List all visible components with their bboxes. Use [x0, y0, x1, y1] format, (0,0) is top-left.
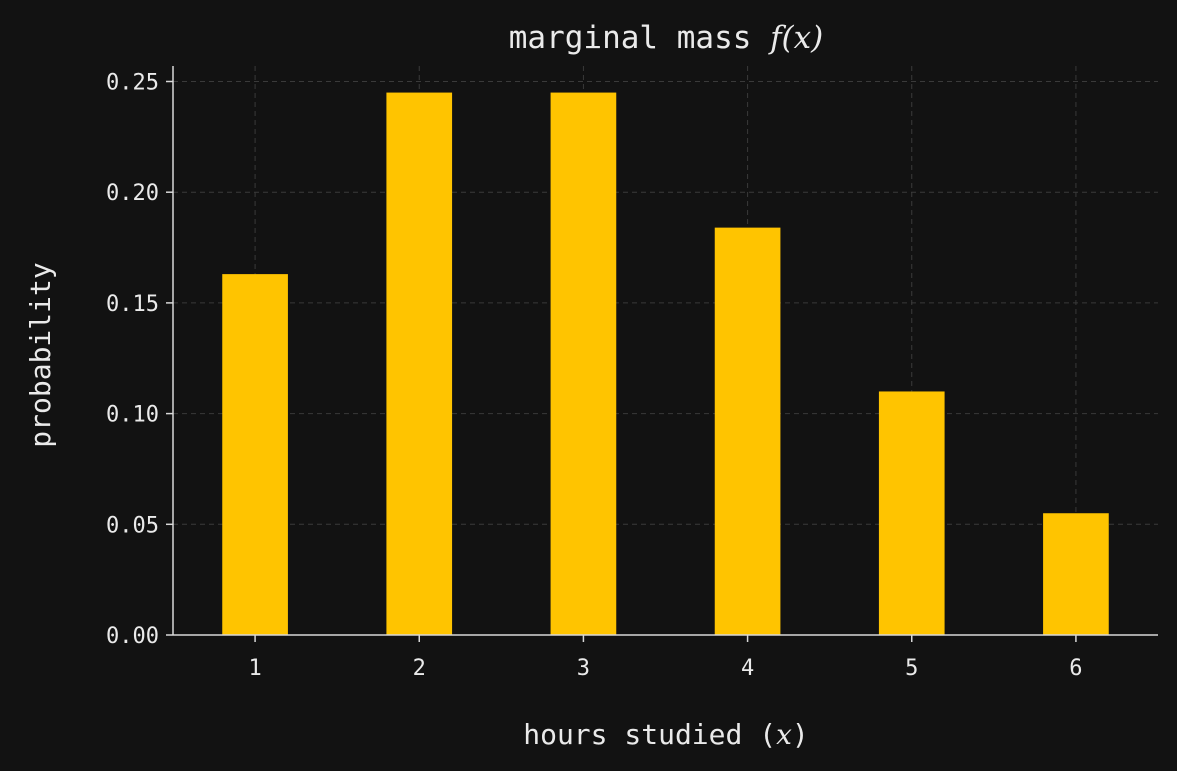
- bar: [550, 92, 617, 635]
- bar: [714, 227, 781, 636]
- chart-title: marginal mass f(x): [509, 20, 823, 56]
- bars: [222, 92, 1109, 636]
- y-axis-label: probability: [24, 262, 57, 447]
- bar: [386, 92, 453, 635]
- x-tick-label: 4: [741, 656, 754, 681]
- x-tick-label: 6: [1069, 656, 1082, 681]
- x-axis-label-math: x: [776, 718, 792, 751]
- y-tick-label: 0.25: [106, 70, 159, 95]
- chart-title-text: marginal mass: [509, 20, 770, 56]
- x-tick-label: 2: [413, 656, 426, 681]
- chart-title-math: f(x): [768, 20, 823, 56]
- x-tick-label: 5: [905, 656, 918, 681]
- axes: [172, 66, 1158, 636]
- x-tick-label: 1: [248, 656, 261, 681]
- bar: [222, 274, 288, 635]
- x-axis-label-text: hours studied (: [523, 718, 776, 751]
- x-ticks: 1 2 3 4 5 6: [248, 635, 1083, 681]
- y-tick-label: 0.00: [106, 624, 159, 649]
- y-tick-label: 0.20: [106, 181, 159, 206]
- y-tick-label: 0.05: [106, 513, 159, 538]
- bar: [1043, 513, 1109, 635]
- bar: [878, 391, 945, 635]
- x-axis-label: hours studied (x): [523, 718, 809, 751]
- x-tick-label: 3: [577, 656, 590, 681]
- y-tick-label: 0.15: [106, 292, 159, 317]
- x-axis-label-suffix: ): [792, 718, 809, 751]
- grid-lines: [173, 66, 1158, 636]
- y-tick-label: 0.10: [106, 403, 159, 428]
- y-ticks: 0.00 0.05 0.10 0.15 0.20 0.25: [106, 70, 173, 649]
